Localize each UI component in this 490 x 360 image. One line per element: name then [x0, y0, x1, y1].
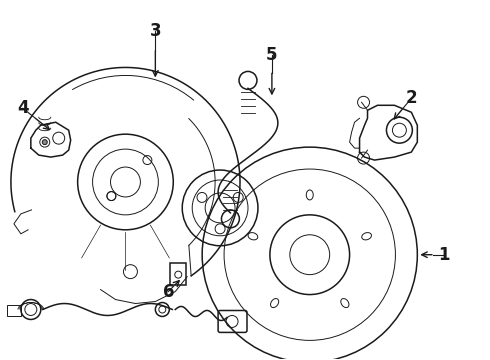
Text: 6: 6 — [163, 283, 174, 301]
Circle shape — [42, 140, 47, 145]
Text: 4: 4 — [17, 99, 29, 117]
Text: 1: 1 — [439, 246, 450, 264]
Text: 3: 3 — [149, 22, 161, 40]
Text: 2: 2 — [406, 89, 417, 107]
Text: 5: 5 — [266, 46, 278, 64]
